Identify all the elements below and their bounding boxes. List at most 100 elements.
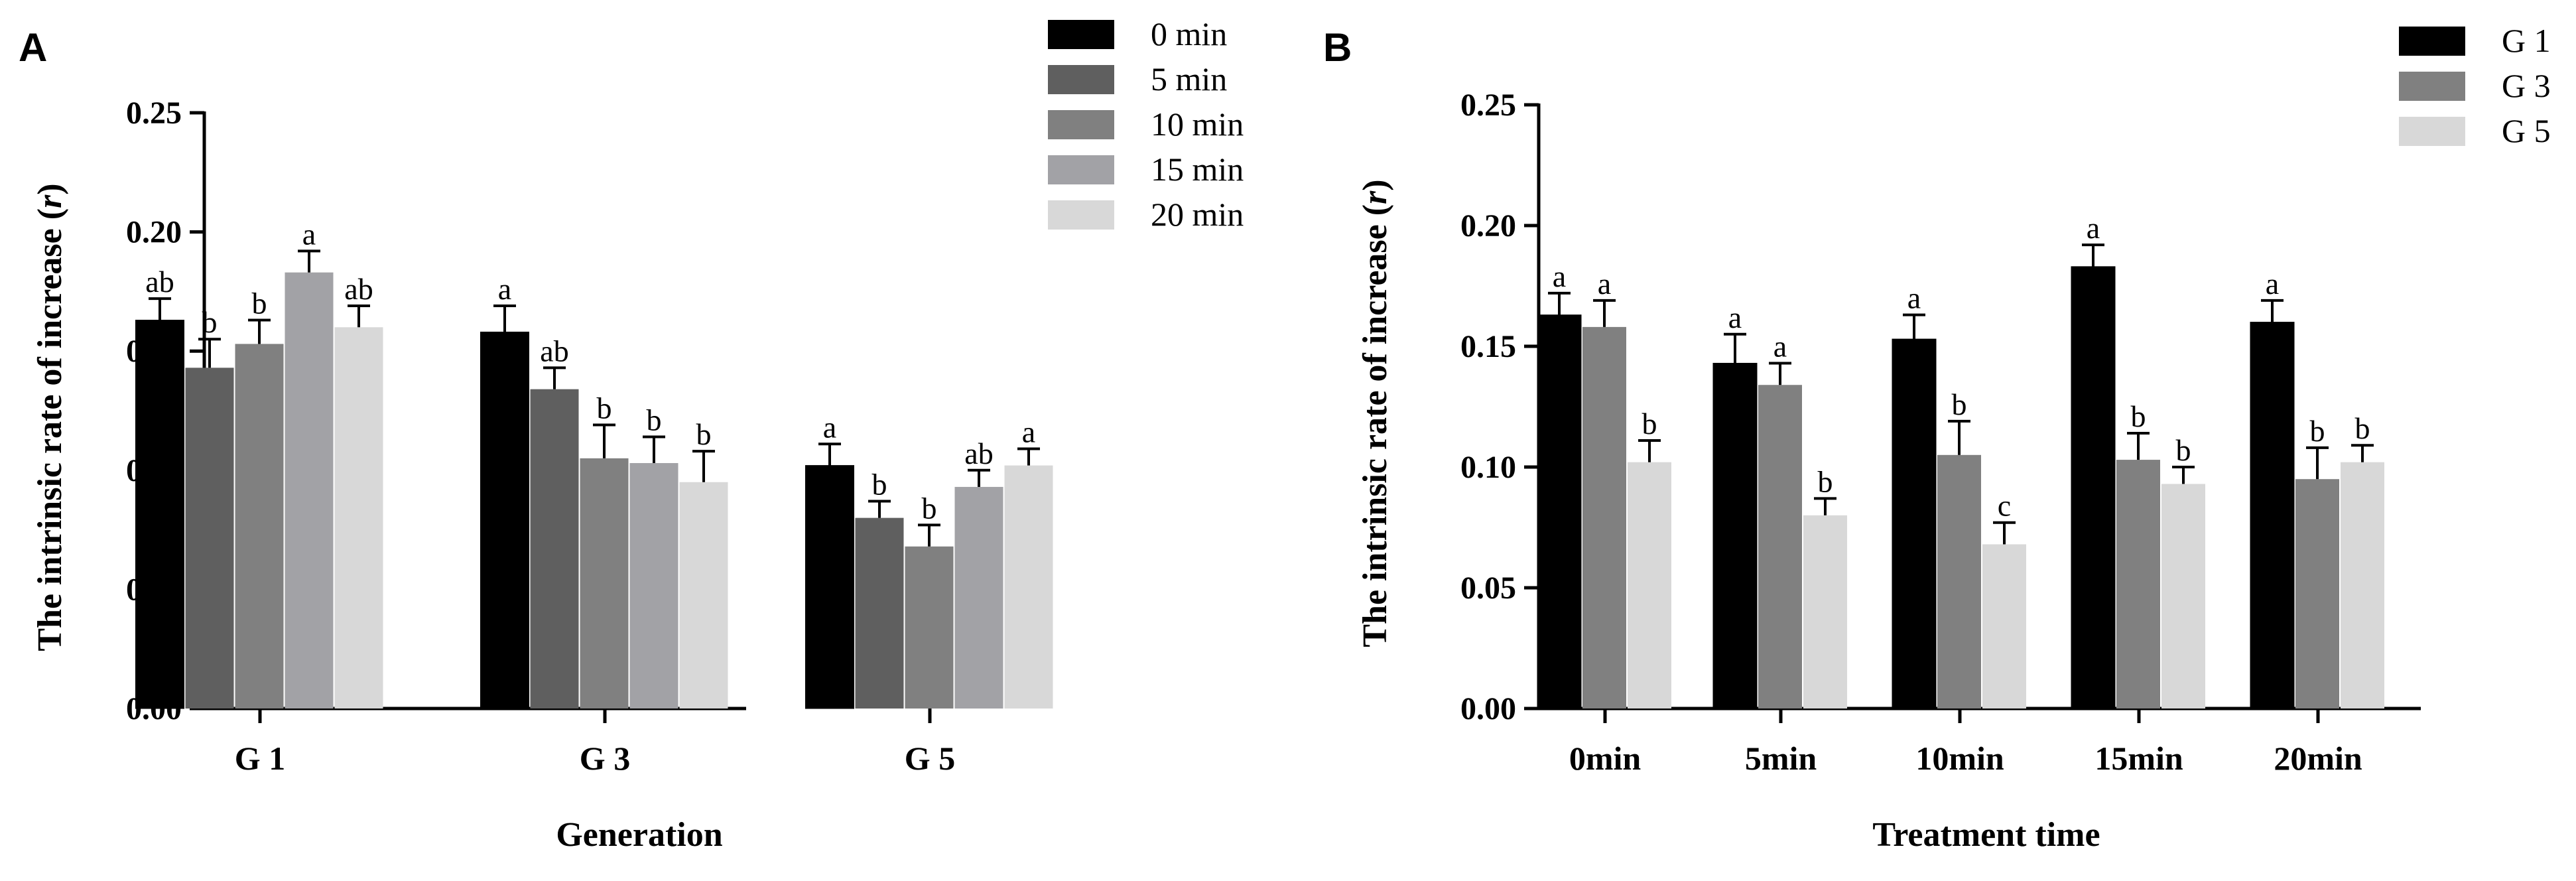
bar <box>185 368 234 709</box>
significance-label: a <box>498 272 511 306</box>
y-tick-label: 0.00 <box>1460 691 1516 726</box>
y-tick-label: 0.15 <box>1460 329 1516 364</box>
legend-label: 10 min <box>1151 105 1244 143</box>
significance-label: ab <box>540 334 568 368</box>
bar <box>2071 266 2116 709</box>
significance-label: b <box>597 391 612 425</box>
significance-label: b <box>202 305 218 339</box>
y-tick-label: 0.20 <box>1460 208 1516 243</box>
legend-swatch <box>2399 72 2465 101</box>
significance-label: a <box>1773 329 1787 363</box>
bar <box>2341 462 2384 709</box>
bar <box>1758 385 1802 709</box>
significance-label: b <box>1818 464 1833 498</box>
bar <box>905 546 954 709</box>
y-axis-label: The intrinsic rate of increase (r) <box>1356 179 1394 647</box>
legend-label: 0 min <box>1151 15 1227 52</box>
significance-label: b <box>2131 399 2146 433</box>
bar <box>2116 460 2160 709</box>
significance-label: c <box>1998 489 2011 523</box>
bar <box>1712 362 1758 709</box>
significance-label: a <box>1022 415 1035 448</box>
bar <box>1803 515 1847 709</box>
bar <box>334 327 383 709</box>
bar <box>1892 338 1937 709</box>
legend: 0 min 5 min 10 min 15 min 20 min <box>1048 15 1244 233</box>
legend-swatch <box>1048 155 1114 184</box>
legend-swatch <box>1048 20 1114 49</box>
x-tick-label: G 5 <box>905 740 955 777</box>
bar <box>1628 462 1671 709</box>
significance-label: b <box>872 467 887 501</box>
legend-label: 15 min <box>1151 151 1244 188</box>
x-tick-label: G 1 <box>235 740 285 777</box>
legend-swatch <box>1048 200 1114 230</box>
bar <box>1004 465 1053 709</box>
legend-label: G 3 <box>2502 67 2551 104</box>
bar <box>1582 326 1626 709</box>
bar <box>580 458 629 709</box>
bar <box>1982 544 2026 709</box>
significance-label: b <box>1952 387 1967 421</box>
legend-label: 5 min <box>1151 60 1227 98</box>
bar <box>135 320 184 709</box>
bar <box>235 344 284 709</box>
significance-label: ab <box>964 437 993 470</box>
significance-label: ab <box>344 272 373 306</box>
panel-letter: A <box>19 25 47 70</box>
bar <box>2161 484 2205 709</box>
bar <box>285 272 334 709</box>
legend-swatch <box>2399 117 2465 146</box>
y-tick-label: 0.25 <box>1460 88 1516 123</box>
x-tick-label: G 3 <box>580 740 630 777</box>
significance-label: a <box>1598 267 1611 301</box>
y-axis-label: The intrinsic rate of increase (r) <box>31 183 69 651</box>
bar <box>2250 322 2295 709</box>
significance-label: a <box>1553 259 1566 293</box>
x-tick-label: 5min <box>1745 740 1817 777</box>
x-tick-label: 0min <box>1569 740 1642 777</box>
legend-swatch <box>1048 65 1114 94</box>
x-tick-label: 10min <box>1915 740 2004 777</box>
legend-swatch <box>1048 110 1114 139</box>
significance-label: b <box>922 491 937 525</box>
significance-label: a <box>1728 301 1742 334</box>
significance-label: b <box>696 417 712 451</box>
bar <box>679 482 728 709</box>
significance-label: b <box>2355 411 2370 445</box>
bar <box>805 465 854 709</box>
significance-label: b <box>1642 407 1657 440</box>
bar <box>2295 479 2339 709</box>
x-tick-label: 15min <box>2094 740 2183 777</box>
legend-label: G 1 <box>2502 22 2551 59</box>
bar <box>1937 454 1981 709</box>
y-tick-label: 0.05 <box>1460 571 1516 606</box>
bar <box>629 463 678 709</box>
panel-letter: B <box>1323 25 1352 70</box>
bar <box>855 517 904 709</box>
x-axis-label: Generation <box>556 816 722 854</box>
legend-label: G 5 <box>2502 112 2551 149</box>
bar <box>1537 314 1582 709</box>
legend-label: 20 min <box>1151 196 1244 233</box>
x-tick-label: 20min <box>2274 740 2362 777</box>
bar <box>530 389 579 709</box>
significance-label: b <box>647 403 662 437</box>
x-axis-label: Treatment time <box>1872 816 2100 854</box>
y-tick-label: 0.10 <box>1460 450 1516 485</box>
legend: G 1 G 3 G 5 <box>2399 22 2551 149</box>
significance-label: a <box>302 217 316 251</box>
bar <box>954 486 1003 709</box>
significance-label: a <box>2266 267 2279 301</box>
y-tick-label: 0.25 <box>126 96 182 131</box>
y-tick-label: 0.20 <box>126 215 182 250</box>
significance-label: a <box>823 410 836 444</box>
significance-label: a <box>1907 281 1921 315</box>
significance-label: b <box>2310 414 2325 448</box>
significance-label: a <box>2087 211 2100 245</box>
significance-label: b <box>2176 433 2191 467</box>
significance-label: b <box>252 287 267 320</box>
